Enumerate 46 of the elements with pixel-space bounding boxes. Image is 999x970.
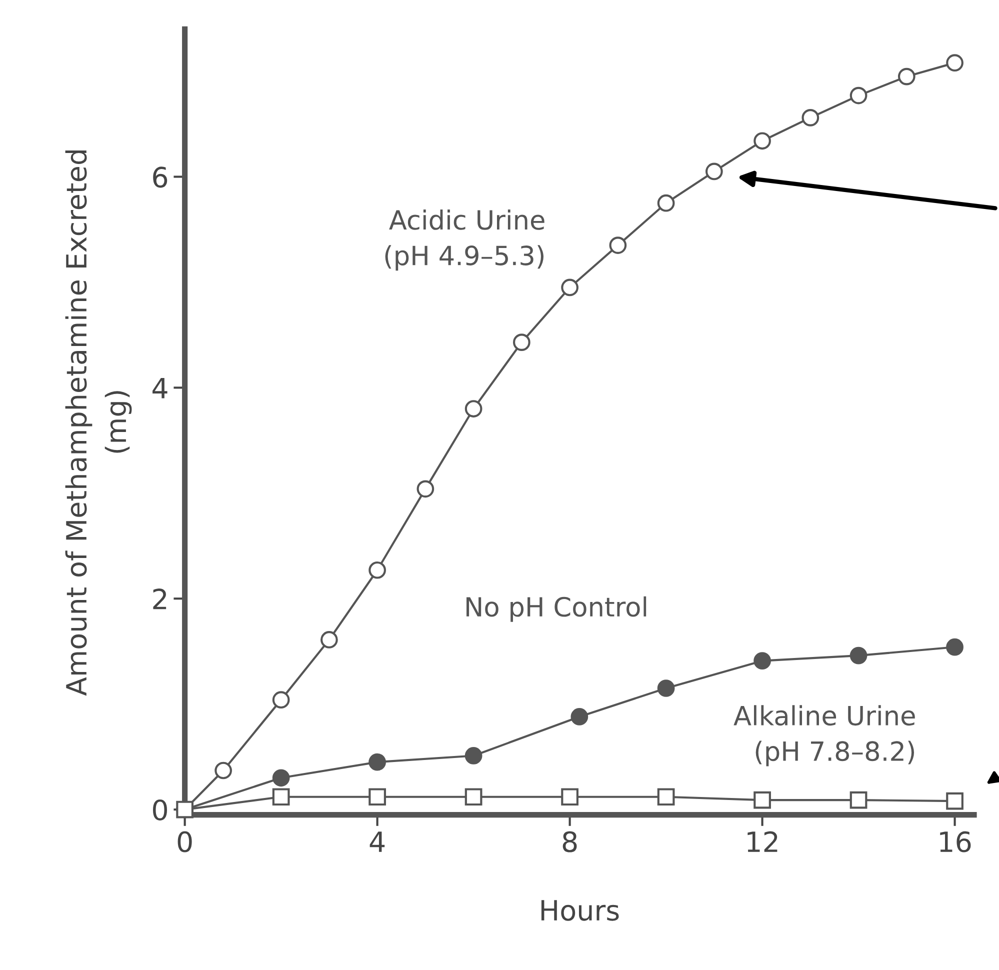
point [272, 691, 290, 709]
point [368, 561, 386, 579]
point [320, 631, 338, 648]
point [946, 792, 964, 810]
point [214, 762, 232, 780]
point [561, 788, 578, 806]
point [464, 400, 482, 418]
point [512, 334, 530, 352]
point [570, 708, 588, 726]
point [850, 646, 868, 664]
x-tick-label: 16 [940, 831, 971, 852]
point [272, 788, 290, 806]
y-tick-label: 4 [152, 378, 168, 398]
y-tick-label: 2 [153, 588, 166, 610]
y-tick-label: 0 [153, 799, 167, 820]
point [946, 638, 964, 656]
y-tick-label: 6 [153, 166, 168, 188]
point [561, 278, 578, 296]
x-tick-label: 12 [748, 831, 778, 852]
y-axis-title: Amount of Methamphetamine Excreted (mg) [65, 150, 132, 696]
point [657, 788, 675, 806]
series-label: Acidic Urine (pH 4.9–5.3) [385, 209, 544, 271]
point [464, 788, 482, 806]
point [850, 791, 868, 809]
point [754, 132, 771, 150]
point [272, 769, 290, 787]
point [464, 747, 482, 764]
point [368, 788, 386, 806]
point [609, 236, 627, 254]
point [368, 753, 386, 771]
point [754, 791, 771, 809]
point [657, 194, 675, 212]
point [802, 109, 820, 126]
x-tick-label: 0 [178, 831, 192, 852]
point [850, 86, 868, 104]
point [705, 162, 723, 180]
series-label: Alkaline Urine (pH 7.8–8.2) [734, 705, 915, 766]
x-axis-title: Hours [541, 900, 619, 921]
point [416, 480, 434, 498]
point [946, 54, 964, 72]
point [898, 68, 916, 86]
point [754, 652, 771, 670]
x-tick-label: 8 [562, 831, 577, 852]
text: No pH Control [466, 596, 646, 622]
x-tick-label: 4 [370, 832, 385, 852]
point [657, 680, 675, 697]
